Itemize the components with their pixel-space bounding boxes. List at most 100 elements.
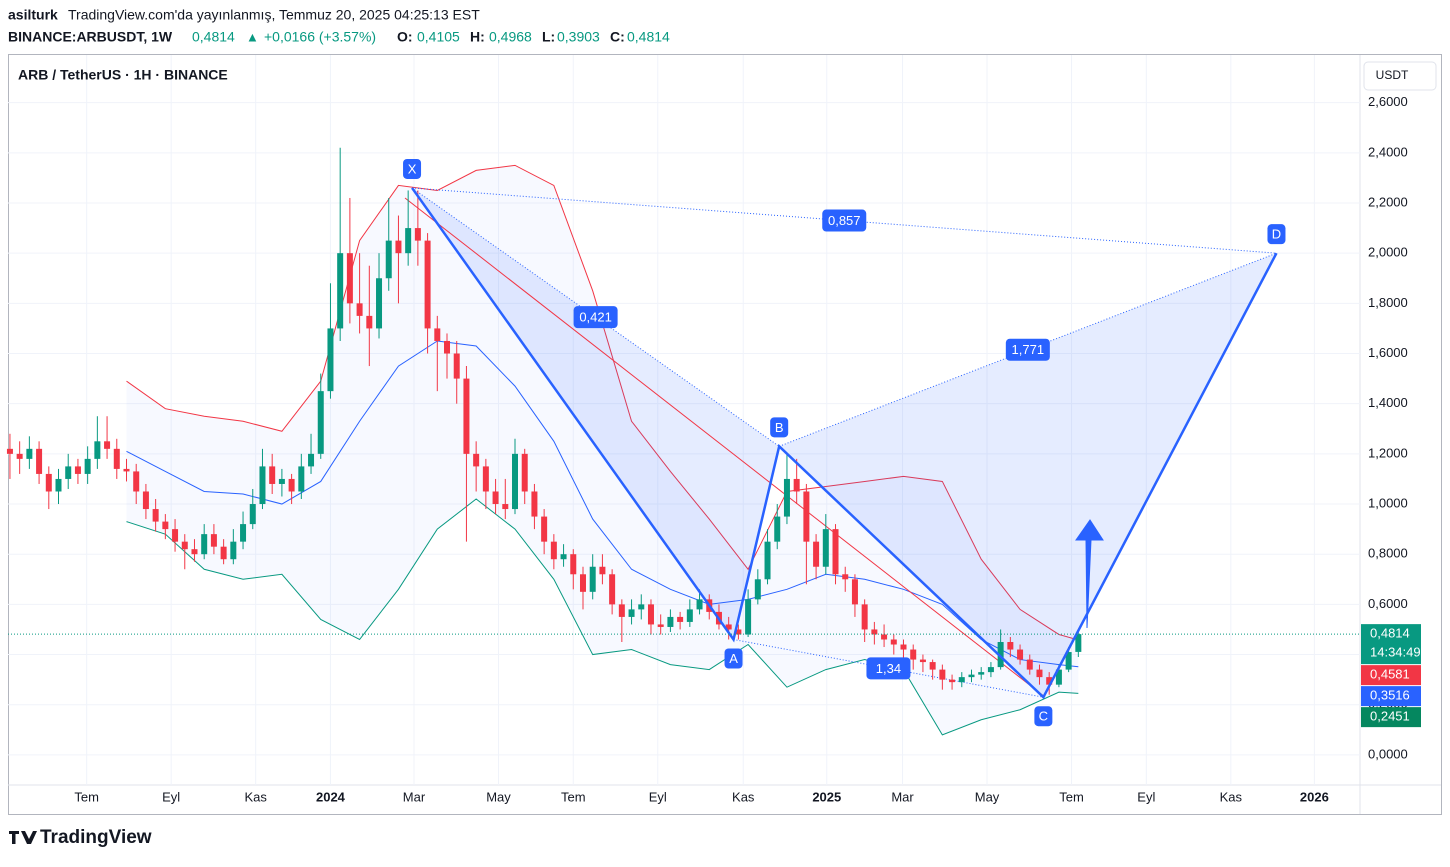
candle-body xyxy=(395,240,402,254)
band-line xyxy=(126,340,1079,668)
candle-body xyxy=(949,679,956,683)
ratio-box xyxy=(573,306,618,329)
point-box xyxy=(1267,224,1286,245)
candle-body xyxy=(754,579,761,600)
currency[interactable]: USDT xyxy=(1376,68,1409,82)
candle-body xyxy=(191,549,198,555)
price-label: 0,2451 xyxy=(1370,709,1410,724)
candle-body xyxy=(919,659,926,663)
point-label: C xyxy=(1039,709,1048,724)
last: 0,4814 xyxy=(192,29,235,45)
candle-body xyxy=(16,453,23,459)
candle-body xyxy=(541,516,548,542)
candle-body xyxy=(220,546,227,560)
frame xyxy=(8,54,1442,815)
y-tick-label: 2,0000 xyxy=(1368,245,1408,260)
candle-body xyxy=(550,541,557,560)
ratio-label: 1,771 xyxy=(1012,342,1045,357)
price-label-box xyxy=(1361,624,1421,665)
l-label: L: xyxy=(542,29,555,45)
y-tick-label: 1,2000 xyxy=(1368,445,1408,460)
price-label-box xyxy=(1361,686,1421,707)
candle-body xyxy=(628,609,635,617)
arrow xyxy=(1075,519,1104,629)
candle-body xyxy=(45,473,52,492)
y-tick-label: 1,0000 xyxy=(1368,495,1408,510)
candle-body xyxy=(327,328,334,392)
x-tick-label: Mar xyxy=(891,789,914,804)
candle-body xyxy=(657,624,664,627)
candle-body xyxy=(1017,649,1024,660)
candle-body xyxy=(308,453,315,467)
candle-body xyxy=(783,478,790,517)
pattern-legs xyxy=(411,187,1278,700)
candle-body xyxy=(725,624,732,630)
candle-body xyxy=(764,541,771,580)
candle-body xyxy=(249,504,256,525)
candle-body xyxy=(123,468,130,472)
h-label: H: xyxy=(470,29,485,45)
price-label: 0,3516 xyxy=(1370,688,1410,703)
candle-body xyxy=(414,228,421,241)
x-tick-label: 2025 xyxy=(812,789,841,804)
pattern-dotted xyxy=(412,187,1277,254)
point-box xyxy=(770,417,789,438)
candle-body xyxy=(376,278,383,329)
candle-body xyxy=(978,672,985,675)
x-tick-label: Tem xyxy=(1059,789,1084,804)
candle-body xyxy=(104,441,111,449)
candle-body xyxy=(113,448,120,469)
candle-body xyxy=(589,566,596,592)
x-tick-label: Tem xyxy=(74,789,99,804)
ratio-label: 0,857 xyxy=(828,213,861,228)
pattern-dotted xyxy=(779,252,1277,447)
candle-body xyxy=(745,599,752,635)
o-label: O: xyxy=(397,29,413,45)
candle-body xyxy=(405,228,412,254)
candle-body xyxy=(240,524,247,542)
candle-body xyxy=(453,353,460,379)
candle-body xyxy=(939,669,946,680)
candle-body xyxy=(832,529,839,575)
candle-body xyxy=(1036,669,1043,678)
x-tick-label: 2026 xyxy=(1300,789,1329,804)
candle-body xyxy=(133,471,140,492)
ratio-box xyxy=(822,209,867,232)
candle-body xyxy=(36,448,43,474)
change: +0,0166 (+3.57%) xyxy=(264,29,376,45)
x-tick-label: Kas xyxy=(244,789,267,804)
published: TradingView.com'da yayınlanmış, Temmuz 2… xyxy=(68,7,480,23)
candle-body xyxy=(444,340,451,354)
x-tick-label: Kas xyxy=(732,789,755,804)
candle-body xyxy=(997,642,1004,668)
candle-body xyxy=(142,491,149,510)
candle-body xyxy=(890,639,897,645)
candle-body xyxy=(579,574,586,592)
candle-body xyxy=(1055,669,1062,685)
candle-body xyxy=(1007,642,1014,650)
candle-body xyxy=(463,378,470,454)
point-box xyxy=(1034,706,1053,727)
candle-body xyxy=(618,604,625,617)
countdown: 14:34:49 xyxy=(1370,645,1421,660)
ratio-label: 0,421 xyxy=(579,310,612,325)
candle-body xyxy=(793,478,800,492)
candle-body xyxy=(570,554,577,575)
logo: TradingView xyxy=(40,827,152,848)
candle-body xyxy=(492,491,499,505)
candle-body xyxy=(1026,659,1033,670)
price-label-box xyxy=(1361,707,1421,728)
candle-body xyxy=(900,644,907,650)
currency-button[interactable] xyxy=(1363,61,1437,91)
x-tick-label: Eyl xyxy=(649,789,667,804)
y-tick-label: 2,2000 xyxy=(1368,194,1408,209)
h: 0,4968 xyxy=(489,29,532,45)
candle-body xyxy=(774,516,781,542)
candle-body xyxy=(162,521,169,530)
candle-body xyxy=(346,253,353,304)
candle-body xyxy=(735,629,742,635)
candle-body xyxy=(638,604,645,610)
candle-body xyxy=(842,574,849,580)
candle-body xyxy=(1046,677,1053,685)
